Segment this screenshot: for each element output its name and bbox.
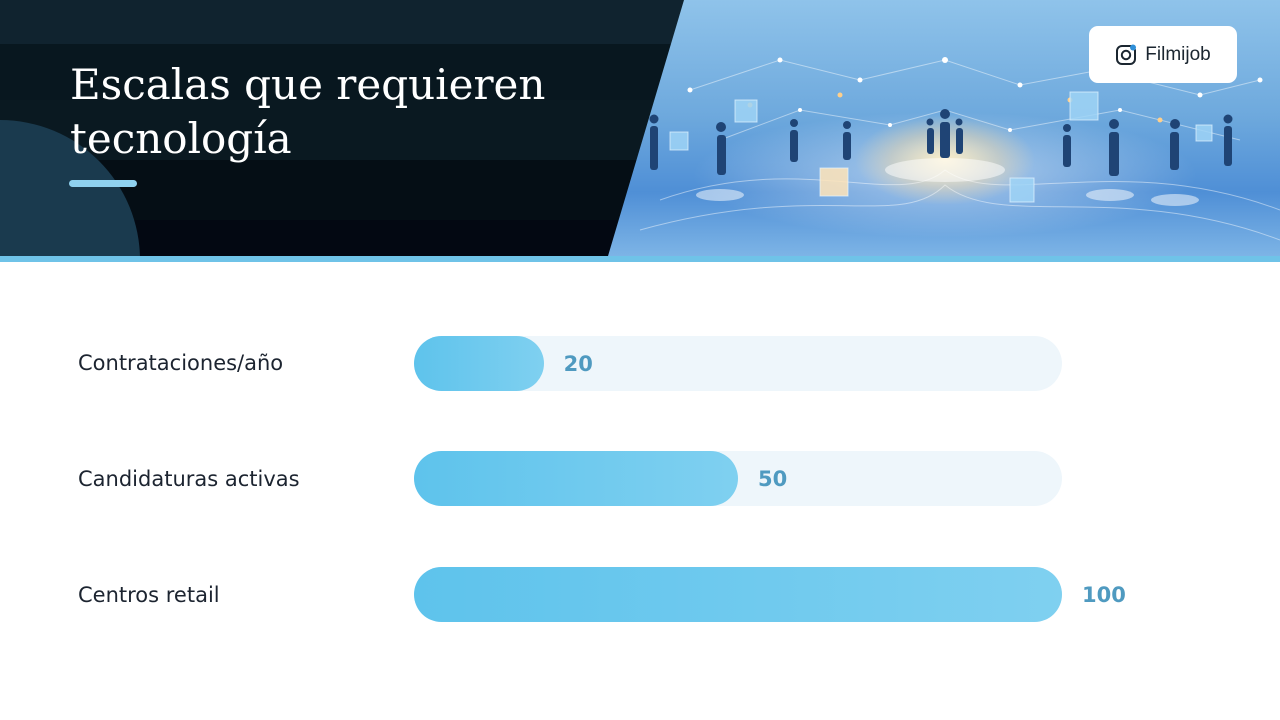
bar-track-centros — [414, 567, 1062, 622]
bar-contrataciones — [414, 336, 544, 391]
bar-candidaturas — [414, 451, 738, 506]
title-underline — [69, 180, 137, 187]
value-label-candidaturas: 50 — [758, 467, 788, 491]
category-label-candidaturas: Candidaturas activas — [78, 467, 300, 491]
value-label-centros: 100 — [1082, 583, 1126, 607]
bar-track-contrataciones — [414, 336, 1062, 391]
page-title: Escalas que requieren tecnología — [70, 60, 546, 163]
category-label-centros: Centros retail — [78, 583, 220, 607]
brand-name: Filmijob — [1145, 43, 1211, 65]
header-banner: Escalas que requieren tecnología Filmijo… — [0, 0, 1280, 262]
bar-centros — [414, 567, 1062, 622]
category-label-contrataciones: Contrataciones/año — [78, 351, 284, 375]
header-accent-line — [0, 256, 1280, 262]
instagram-icon — [1115, 44, 1137, 66]
bar-track-candidaturas — [414, 451, 1062, 506]
value-label-contrataciones: 20 — [563, 352, 593, 376]
brand-badge[interactable]: Filmijob — [1089, 26, 1237, 83]
